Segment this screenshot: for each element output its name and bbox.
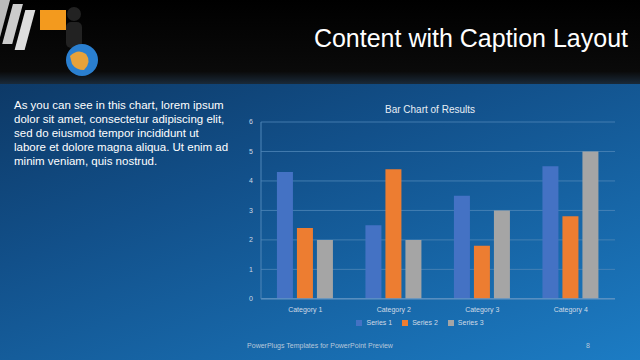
svg-text:Category 4: Category 4 <box>554 306 588 314</box>
svg-text:4: 4 <box>249 177 253 184</box>
html-text:Bar Chart of Results: Bar Chart of Results <box>385 104 475 115</box>
svg-text:6: 6 <box>249 118 253 125</box>
svg-text:3: 3 <box>249 207 253 214</box>
html-text:8: 8 <box>586 342 590 349</box>
html-text:Series 2: Series 2 <box>412 318 438 326</box>
html-text:Content with Caption Layout: Content with Caption Layout <box>313 24 628 52</box>
html-text:As you can see in this chart,: As you can see in this chart, lorem ipsu… <box>14 99 229 167</box>
svg-text:Category 2: Category 2 <box>377 306 411 314</box>
svg-text:0: 0 <box>249 295 253 302</box>
svg-text:5: 5 <box>249 148 253 155</box>
svg-text:1: 1 <box>249 266 253 273</box>
svg-text:Category 3: Category 3 <box>465 306 499 314</box>
html-text:Series 1: Series 1 <box>366 318 393 326</box>
svg-text:Category 1: Category 1 <box>288 306 322 314</box>
html-text:PowerPlugs Templates for Power: PowerPlugs Templates for PowerPoint Prev… <box>247 342 393 349</box>
svg-text:2: 2 <box>249 236 253 243</box>
html-text:Series 3: Series 3 <box>457 318 484 326</box>
